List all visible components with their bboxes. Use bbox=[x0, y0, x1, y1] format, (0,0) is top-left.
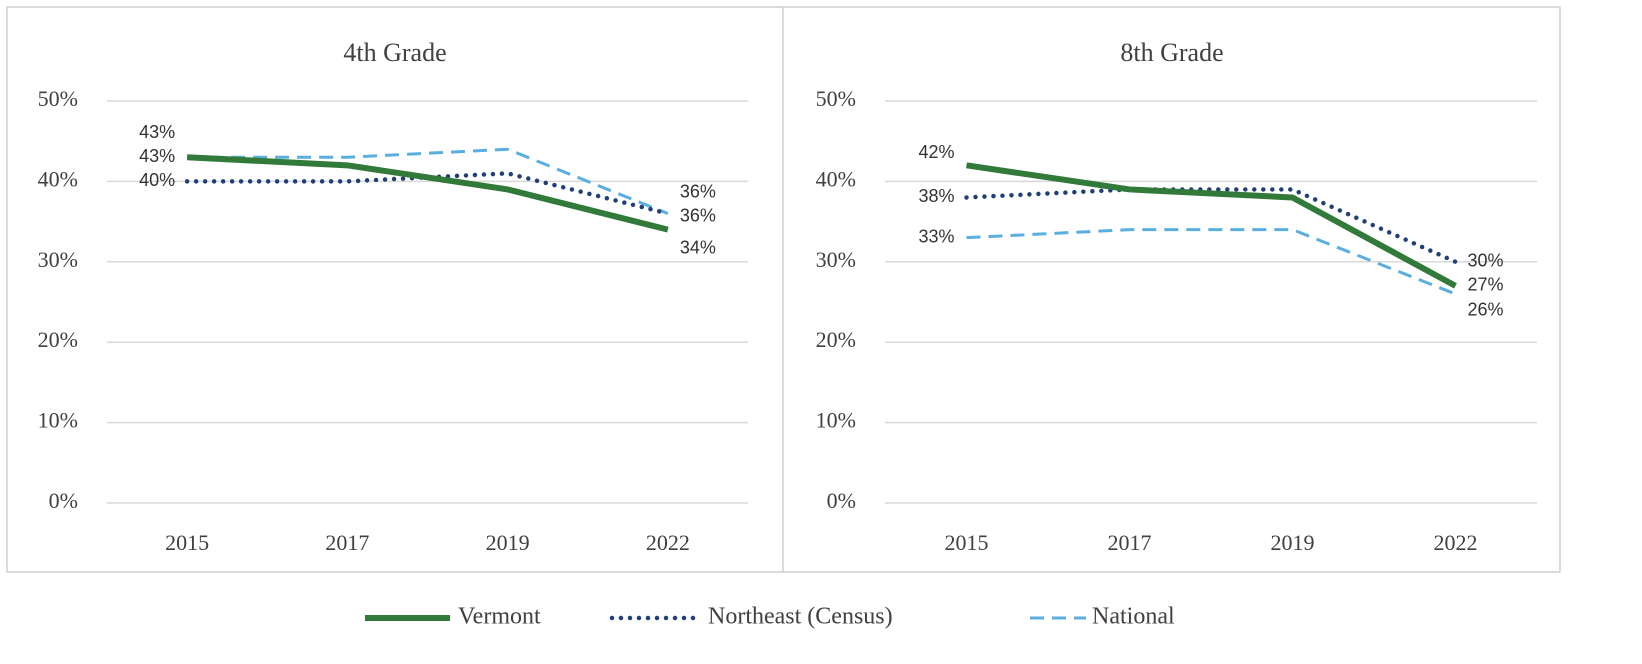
data-label: 36% bbox=[680, 205, 716, 225]
series-line bbox=[186, 154, 669, 233]
y-tick-label: 10% bbox=[816, 408, 856, 433]
x-tick-label: 2015 bbox=[165, 530, 209, 555]
data-label: 34% bbox=[680, 237, 716, 257]
data-label: 33% bbox=[918, 226, 954, 246]
data-label: 40% bbox=[139, 170, 175, 190]
x-tick-label: 2022 bbox=[1434, 530, 1478, 555]
y-tick-label: 30% bbox=[38, 247, 78, 272]
series-line bbox=[184, 171, 671, 216]
x-tick-label: 2017 bbox=[1108, 530, 1152, 555]
data-label: 30% bbox=[1468, 251, 1504, 271]
y-tick-label: 20% bbox=[38, 327, 78, 352]
series-line bbox=[966, 228, 1457, 296]
y-tick-label: 40% bbox=[816, 166, 856, 191]
y-tick-label: 40% bbox=[38, 166, 78, 191]
data-label: 38% bbox=[918, 186, 954, 206]
data-label: 42% bbox=[918, 142, 954, 162]
y-tick-label: 50% bbox=[816, 86, 856, 111]
y-tick-label: 20% bbox=[816, 327, 856, 352]
x-tick-label: 2019 bbox=[1271, 530, 1315, 555]
y-tick-label: 30% bbox=[816, 247, 856, 272]
x-tick-label: 2017 bbox=[325, 530, 369, 555]
chart-title: 8th Grade bbox=[1120, 38, 1223, 67]
y-tick-label: 10% bbox=[38, 408, 78, 433]
chart-title: 4th Grade bbox=[343, 38, 446, 67]
series-line bbox=[966, 162, 1457, 289]
legend-label: Northeast (Census) bbox=[708, 604, 893, 630]
series-line bbox=[187, 147, 669, 215]
legend-label: Vermont bbox=[458, 604, 541, 630]
y-tick-label: 0% bbox=[827, 488, 856, 513]
x-tick-label: 2022 bbox=[646, 530, 690, 555]
series-line bbox=[964, 187, 1458, 265]
data-label: 43% bbox=[139, 146, 175, 166]
data-label: 43% bbox=[139, 122, 175, 142]
data-label: 36% bbox=[680, 181, 716, 201]
y-tick-label: 50% bbox=[38, 86, 78, 111]
x-tick-label: 2015 bbox=[945, 530, 989, 555]
x-tick-label: 2019 bbox=[486, 530, 530, 555]
data-label: 26% bbox=[1468, 300, 1504, 320]
y-tick-label: 0% bbox=[49, 488, 78, 513]
legend-label: National bbox=[1092, 604, 1175, 630]
data-label: 27% bbox=[1468, 275, 1504, 295]
